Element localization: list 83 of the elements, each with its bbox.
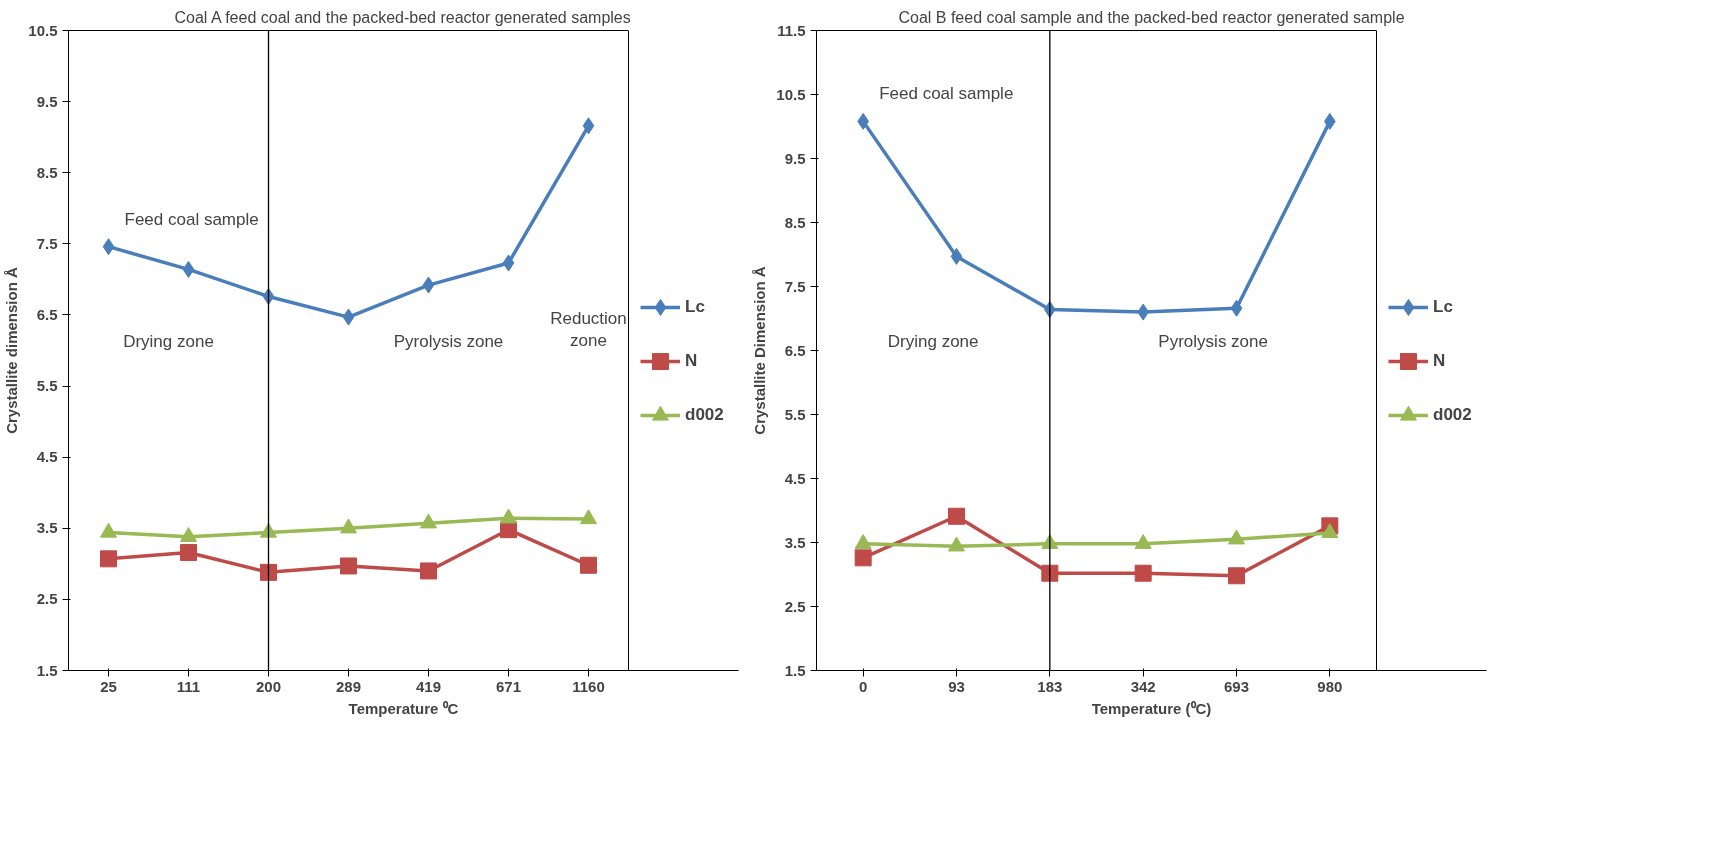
x-tick-label: 693 xyxy=(1223,677,1250,695)
point xyxy=(580,509,597,525)
x-tick-label: 342 xyxy=(1130,677,1156,695)
point xyxy=(500,508,517,524)
point xyxy=(100,522,117,538)
point xyxy=(1228,567,1245,585)
y-tick-label: 8.5 xyxy=(784,213,806,231)
y-tick-label: 11.5 xyxy=(777,21,806,39)
legend-label: Lc xyxy=(685,296,705,318)
chart-title: Coal A feed coal and the packed-bed reactor generated samples xyxy=(174,8,631,26)
y-axis-title: Crystallite Dimension Å xyxy=(751,266,769,435)
point xyxy=(1041,564,1059,582)
x-tick-label: 1160 xyxy=(572,677,605,695)
x-tick-label: 93 xyxy=(948,677,965,695)
y-axis-title: Crystallite dimension Å xyxy=(3,266,21,434)
y-tick-label: 6.5 xyxy=(784,341,806,359)
y-tick-label: 9.5 xyxy=(784,149,806,167)
y-tick-label: 7.5 xyxy=(784,277,806,295)
x-tick-label: 419 xyxy=(415,677,442,695)
point xyxy=(580,556,597,574)
point xyxy=(948,536,965,552)
point xyxy=(422,276,435,294)
y-tick-label: 4.5 xyxy=(36,448,58,466)
y-tick-label: 4.5 xyxy=(784,469,806,487)
y-tick-label: 1.5 xyxy=(784,661,806,679)
point xyxy=(420,513,437,529)
chart-title: Coal B feed coal sample and the packed-bed reactor generated sample xyxy=(898,8,1405,26)
point xyxy=(854,534,872,549)
x-axis-title: Temperature ⁰C xyxy=(348,699,459,717)
x-tick-label: 111 xyxy=(176,677,201,695)
annotation: Pyrolysis zone xyxy=(393,331,504,351)
point xyxy=(340,557,357,575)
y-tick-label: 6.5 xyxy=(36,305,58,323)
y-tick-label: 3.5 xyxy=(784,533,806,551)
point xyxy=(1228,529,1245,545)
point xyxy=(342,308,355,326)
point xyxy=(182,260,195,278)
point xyxy=(102,238,115,256)
x-tick-label: 25 xyxy=(100,677,117,695)
x-tick-label: 183 xyxy=(1037,677,1063,695)
y-tick-label: 5.5 xyxy=(784,405,806,423)
point xyxy=(340,518,357,534)
point xyxy=(1230,299,1243,317)
annotation: Pyrolysis zone xyxy=(1158,331,1268,351)
point xyxy=(100,550,117,568)
y-tick-label: 1.5 xyxy=(36,661,58,679)
point xyxy=(1321,523,1339,539)
legend-label: N xyxy=(685,350,699,372)
legend-label: Lc xyxy=(1433,296,1453,318)
point xyxy=(1134,534,1152,549)
point xyxy=(948,507,965,525)
point xyxy=(502,254,515,272)
annotation: Drying zone xyxy=(887,331,979,351)
x-axis-title: Temperature (⁰C) xyxy=(1091,699,1212,717)
x-tick-label: 671 xyxy=(495,677,522,695)
point xyxy=(582,117,595,135)
x-tick-label: 980 xyxy=(1317,677,1343,695)
x-tick-label: 0 xyxy=(859,677,868,695)
point xyxy=(854,549,872,567)
x-tick-label: 289 xyxy=(335,677,362,695)
y-tick-label: 2.5 xyxy=(784,597,806,615)
point xyxy=(1134,564,1152,582)
x-tick-label: 200 xyxy=(255,677,282,695)
y-tick-label: 3.5 xyxy=(36,519,58,537)
y-tick-label: 8.5 xyxy=(36,163,58,181)
annotation: Feed coal sample xyxy=(124,209,259,229)
annotation: Drying zone xyxy=(123,331,214,351)
point xyxy=(420,562,437,580)
legend-label: d002 xyxy=(685,404,724,426)
y-tick-label: 9.5 xyxy=(36,92,58,110)
point xyxy=(180,543,197,561)
y-tick-label: 7.5 xyxy=(36,234,58,252)
y-tick-label: 10.5 xyxy=(28,21,58,39)
annotation: Reduction zone xyxy=(550,308,627,351)
point xyxy=(260,563,277,581)
legend-label: d002 xyxy=(1433,404,1472,426)
point xyxy=(950,247,963,265)
y-tick-label: 10.5 xyxy=(776,85,806,103)
y-tick-label: 2.5 xyxy=(36,590,58,608)
point xyxy=(180,527,197,542)
annotation: Feed coal sample xyxy=(879,84,1014,104)
y-tick-label: 5.5 xyxy=(36,377,58,395)
legend-label: N xyxy=(1433,350,1447,372)
